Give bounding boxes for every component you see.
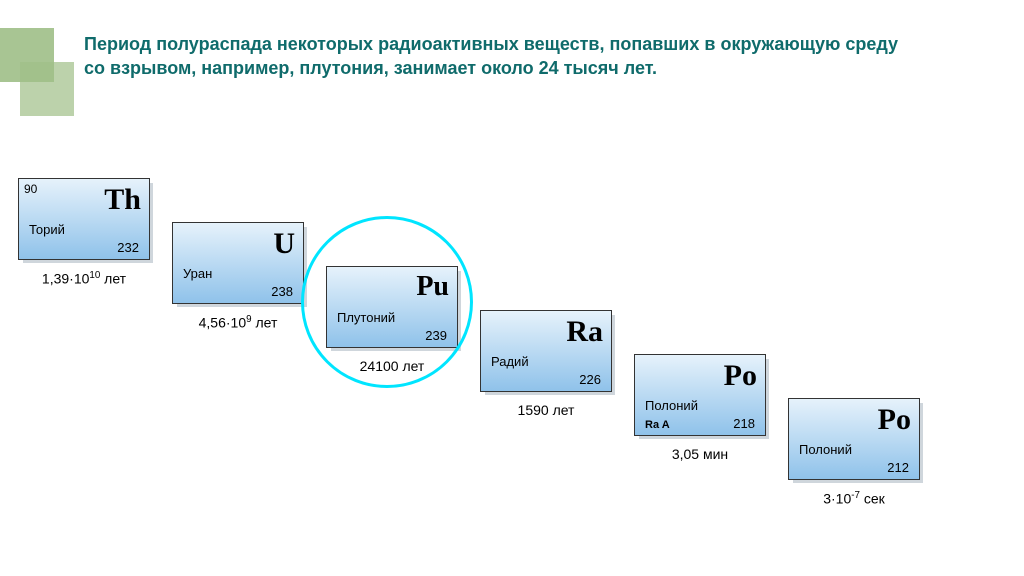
element-tile: Po Полоний 218 Ra A <box>634 354 766 436</box>
element-symbol: U <box>273 227 295 261</box>
element-tile-group: Po Полоний 212 3·10-7 сек <box>788 398 920 507</box>
atomic-number: 90 <box>24 182 37 196</box>
element-mass: 226 <box>579 372 601 387</box>
element-tile: 90 Th Торий 232 <box>18 178 150 260</box>
element-name: Торий <box>29 222 65 237</box>
half-life-label: 3,05 мин <box>634 446 766 462</box>
element-mass: 212 <box>887 460 909 475</box>
element-mass: 238 <box>271 284 293 299</box>
element-tile-group: Po Полоний 218 Ra A 3,05 мин <box>634 354 766 462</box>
corner-decoration <box>0 0 75 150</box>
element-symbol: Ra <box>566 315 603 349</box>
element-tile: Pu Плутоний 239 <box>326 266 458 348</box>
page-title: Период полураспада некоторых радиоактивн… <box>84 32 924 81</box>
element-symbol: Pu <box>416 271 449 303</box>
element-tile-group: Ra Радий 226 1590 лет <box>480 310 612 418</box>
half-life-label: 3·10-7 сек <box>788 490 920 507</box>
element-tile: U Уран 238 <box>172 222 304 304</box>
half-life-label: 1590 лет <box>480 402 612 418</box>
element-tile: Po Полоний 212 <box>788 398 920 480</box>
element-mass: 239 <box>425 328 447 343</box>
element-tile-group: U Уран 238 4,56·109 лет <box>172 222 304 331</box>
element-name: Радий <box>491 354 529 369</box>
element-name: Полоний <box>645 398 698 413</box>
half-life-label: 1,39·1010 лет <box>18 270 150 287</box>
element-extra-label: Ra A <box>645 419 670 431</box>
element-mass: 232 <box>117 240 139 255</box>
half-life-label: 24100 лет <box>326 358 458 374</box>
element-symbol: Po <box>724 359 757 393</box>
element-name: Уран <box>183 266 212 281</box>
decay-chain-chart: 90 Th Торий 232 1,39·1010 лет U Уран 238 4,56·10… <box>0 170 1024 570</box>
half-life-label: 4,56·109 лет <box>172 314 304 331</box>
element-mass: 218 <box>733 416 755 431</box>
element-symbol: Po <box>878 403 911 437</box>
element-name: Плутоний <box>337 310 395 325</box>
element-tile-group: Pu Плутоний 239 24100 лет <box>326 266 458 374</box>
element-tile: Ra Радий 226 <box>480 310 612 392</box>
element-name: Полоний <box>799 442 852 457</box>
element-tile-group: 90 Th Торий 232 1,39·1010 лет <box>18 178 150 287</box>
element-symbol: Th <box>104 183 141 217</box>
